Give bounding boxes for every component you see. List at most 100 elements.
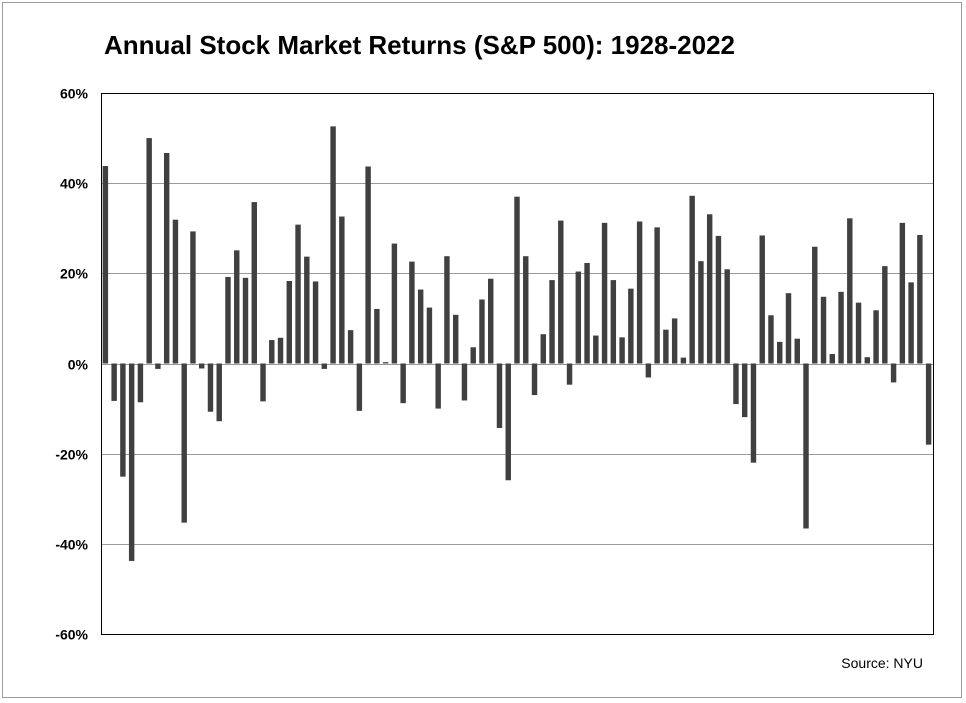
- bar-1954: [330, 126, 336, 364]
- bar-2002: [750, 363, 757, 463]
- bar-2021: [917, 235, 923, 364]
- bar-1967: [444, 256, 450, 364]
- bar-1965: [426, 307, 433, 364]
- bars: [102, 126, 932, 561]
- bar-1944: [242, 277, 249, 364]
- bar-1998: [715, 235, 722, 364]
- bar-1948: [277, 337, 284, 364]
- bar-1946: [260, 363, 266, 402]
- bar-1932: [137, 363, 144, 403]
- bar-1972: [488, 278, 494, 364]
- chart-title: Annual Stock Market Returns (S&P 500): 1…: [104, 30, 735, 60]
- bar-1960: [382, 362, 389, 364]
- bar-2000: [733, 363, 739, 405]
- bar-1974: [505, 363, 511, 481]
- bar-1993: [671, 318, 678, 364]
- bar-2001: [741, 363, 748, 418]
- y-axis-tick-labels: 60% 40% 20% 0% -20% -40% -60%: [55, 86, 88, 643]
- y-tick-label: 20%: [60, 266, 89, 282]
- bar-1952: [312, 281, 319, 364]
- bar-2016: [873, 310, 879, 364]
- bar-2003: [759, 235, 765, 364]
- bar-1955: [339, 216, 345, 364]
- bar-1996: [698, 261, 704, 364]
- bar-1990: [645, 363, 652, 378]
- bar-1937: [181, 363, 187, 523]
- bar-2011: [829, 354, 835, 364]
- bar-1992: [663, 329, 669, 364]
- bar-1976: [523, 256, 529, 364]
- y-tick-label: -60%: [55, 627, 88, 643]
- bar-2012: [838, 291, 844, 364]
- bar-1931: [128, 363, 135, 561]
- bar-1986: [610, 280, 617, 364]
- y-tick-label: 60%: [60, 86, 89, 102]
- bar-1951: [304, 256, 310, 364]
- bar-1971: [479, 299, 485, 364]
- bar-1934: [155, 363, 161, 369]
- bar-2019: [899, 222, 906, 364]
- bar-1981: [566, 363, 573, 385]
- bar-1979: [549, 280, 555, 364]
- bar-1928: [102, 166, 109, 364]
- y-tick-label: 0%: [68, 357, 89, 373]
- bar-1994: [680, 357, 687, 364]
- bar-2005: [777, 341, 783, 364]
- bar-1958: [365, 166, 371, 364]
- bar-2007: [794, 338, 800, 364]
- bar-2008: [803, 363, 809, 529]
- bar-1950: [295, 224, 301, 364]
- y-tick-label: -20%: [55, 447, 88, 463]
- bar-2020: [908, 282, 914, 364]
- bar-1936: [172, 219, 179, 364]
- bar-1940: [207, 363, 214, 412]
- y-tick-label: -40%: [55, 537, 88, 553]
- bar-2013: [847, 218, 853, 364]
- bar-1999: [724, 269, 730, 364]
- bar-1935: [163, 152, 170, 364]
- bar-1970: [470, 347, 476, 364]
- bar-1980: [558, 220, 564, 364]
- bar-1995: [689, 195, 695, 364]
- y-tick-label: 40%: [60, 176, 89, 192]
- bar-1963: [409, 261, 415, 364]
- bar-1930: [120, 363, 126, 477]
- bar-1938: [190, 231, 196, 364]
- bar-1968: [452, 314, 459, 364]
- bar-1984: [593, 335, 599, 364]
- bar-1977: [531, 363, 538, 396]
- plot-area-border: [101, 93, 934, 635]
- bar-2014: [855, 302, 862, 364]
- bar-2015: [864, 357, 871, 364]
- bar-1939: [199, 363, 205, 369]
- bar-1985: [601, 222, 608, 364]
- bar-1949: [286, 281, 293, 364]
- bar-1929: [111, 363, 117, 401]
- bar-1959: [374, 308, 380, 364]
- bar-1962: [400, 363, 406, 404]
- bar-2018: [890, 363, 897, 383]
- bar-2006: [785, 293, 792, 364]
- bar-1933: [146, 138, 152, 364]
- bar-1941: [216, 363, 222, 422]
- bar-1956: [347, 330, 354, 364]
- grid-lines: [101, 183, 933, 545]
- bar-1989: [636, 221, 643, 364]
- bar-1978: [540, 334, 546, 364]
- bar-1969: [461, 363, 468, 401]
- source-note: Source: NYU: [841, 655, 923, 671]
- bar-1991: [654, 227, 660, 364]
- bar-2010: [820, 296, 827, 364]
- bar-1982: [575, 271, 582, 364]
- bar-1997: [706, 214, 713, 364]
- bar-1942: [225, 276, 231, 364]
- bar-1987: [619, 337, 625, 364]
- bar-2009: [812, 246, 818, 364]
- bar-1966: [435, 363, 441, 409]
- bar-2017: [882, 266, 888, 364]
- bar-1964: [417, 289, 424, 364]
- bar-1988: [628, 288, 634, 364]
- bar-1957: [356, 363, 363, 411]
- bar-1945: [251, 202, 257, 364]
